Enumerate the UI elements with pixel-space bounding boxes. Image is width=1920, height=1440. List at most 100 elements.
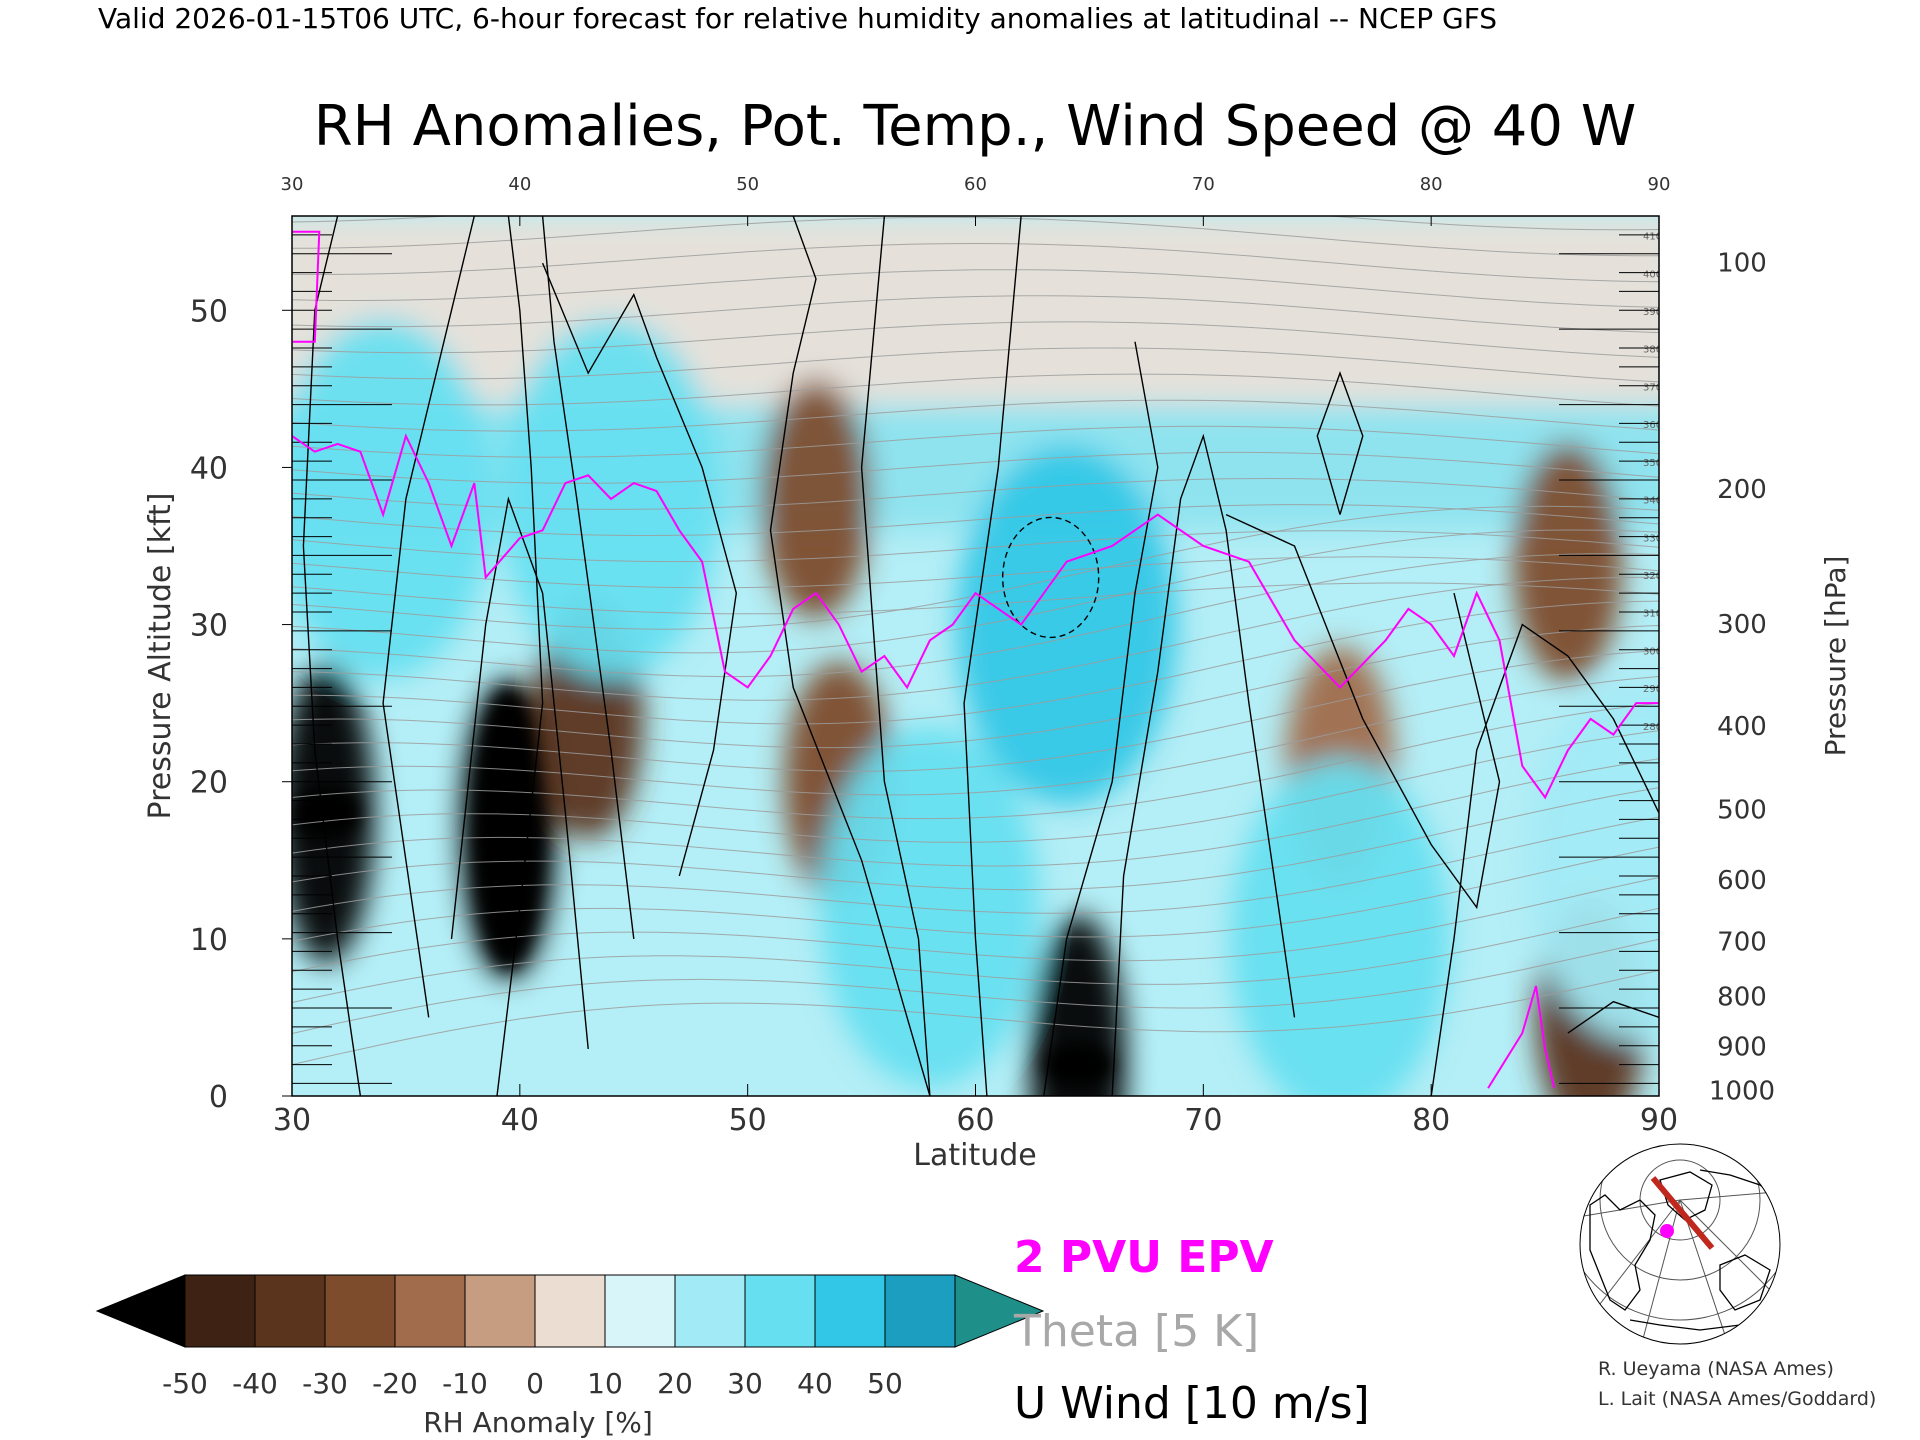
y-axis-left: 0 10 20 30 40 50 [190, 294, 292, 1115]
credit-line-2: L. Lait (NASA Ames/Goddard) [1598, 1388, 1876, 1410]
x-top-tick-label: 50 [736, 174, 759, 195]
x-top-tick-label: 40 [508, 174, 531, 195]
x-top-tick-label: 90 [1648, 174, 1671, 195]
colorbar-swatch [674, 1274, 746, 1348]
theta-line [292, 969, 1659, 1066]
rh-feature-moist [1526, 680, 1659, 1041]
legend-theta: Theta [5 K] [1013, 1306, 1259, 1357]
theta-label: 380 [1643, 345, 1662, 356]
rh-core [474, 688, 543, 969]
x-tick-label: 90 [1640, 1103, 1678, 1138]
pressure-tick-label: 800 [1717, 982, 1767, 1012]
u-wind-line [541, 216, 635, 939]
credit-line-1: R. Ueyama (NASA Ames) [1598, 1358, 1834, 1380]
u-wind-line [382, 216, 475, 1018]
colorbar-swatch [604, 1274, 676, 1348]
u-wind-contours [302, 216, 1659, 1096]
colorbar-tick-label: -10 [442, 1367, 488, 1400]
u-wind-line [1316, 371, 1364, 515]
colorbar-tick-label: -30 [302, 1367, 348, 1400]
colorbar-tick-label: -50 [162, 1367, 208, 1400]
theta-label: 390 [1643, 307, 1662, 318]
x-tick-label: 60 [956, 1103, 994, 1138]
theta-label: 410 [1643, 232, 1662, 243]
x-top-tick-label: 80 [1420, 174, 1443, 195]
theta-line [292, 321, 1659, 358]
theta-line [292, 877, 1659, 973]
pressure-tick-label: 1000 [1709, 1077, 1775, 1107]
theta-line [292, 347, 1659, 383]
theta-line [292, 242, 1659, 283]
y-axis-label: Pressure Altitude [kft] [143, 493, 178, 820]
theta-line [292, 425, 1659, 458]
u-wind-line [302, 216, 362, 1096]
theta-label: 400 [1643, 269, 1662, 280]
rh-core [1044, 1042, 1113, 1087]
map-border [1579, 1143, 1781, 1345]
epv-2pvu-line [292, 433, 1659, 800]
epv-2pvu-right-low [1487, 985, 1556, 1089]
x-tick-label: 80 [1412, 1103, 1450, 1138]
theta-line [292, 451, 1659, 484]
x-axis-top: 30 40 50 60 70 80 90 [281, 174, 1671, 226]
map-coastlines [1580, 1169, 1780, 1331]
colorbar [95, 1274, 1045, 1348]
theta-label: 280 [1643, 722, 1662, 733]
colorbar-swatch [814, 1274, 886, 1348]
u-wind-line [963, 216, 1022, 1096]
rh-feature-moist [292, 318, 494, 679]
theta-line [292, 295, 1659, 334]
theta-line [292, 816, 1659, 914]
theta-label: 340 [1643, 496, 1662, 507]
x-tick-label: 70 [1184, 1103, 1222, 1138]
u-wind-line [1043, 341, 1159, 1096]
pressure-tick-label: 100 [1717, 249, 1767, 279]
x-tick-label: 50 [729, 1103, 767, 1138]
location-marker [1660, 1224, 1674, 1238]
theta-label: 320 [1643, 571, 1662, 582]
theta-line [292, 477, 1659, 510]
u-wind-line [1225, 513, 1501, 910]
colorbar-over-arrow [954, 1274, 1045, 1348]
x-axis-bottom: 30 40 50 60 70 80 90 [273, 1084, 1678, 1138]
theta-label: 370 [1643, 382, 1662, 393]
chart-title: RH Anomalies, Pot. Temp., Wind Speed @ 4… [314, 94, 1636, 159]
theta-line [292, 269, 1659, 308]
colorbar-tick-label: 50 [867, 1367, 903, 1400]
pressure-tick-label: 600 [1717, 866, 1767, 896]
theta-line [292, 730, 1659, 843]
theta-line [292, 650, 1659, 772]
theta-line [292, 787, 1659, 891]
colorbar-swatch [394, 1274, 466, 1348]
theta-label: 290 [1643, 684, 1662, 695]
epv-2pvu-top-left [292, 230, 321, 343]
theta-line [292, 399, 1659, 432]
colorbar-tick-label: -20 [372, 1367, 418, 1400]
theta-line [292, 582, 1659, 615]
rh-anomaly-field: 410 400 390 380 370 360 350 340 330 320 310 300 290 2… [292, 216, 1662, 1096]
pressure-axis-label: Pressure [hPa] [1819, 556, 1852, 757]
theta-line [292, 702, 1659, 820]
u-wind-line [541, 262, 738, 877]
theta-line [292, 373, 1659, 407]
rh-feature-moist [819, 727, 1040, 1088]
colorbar-tick-label: 40 [797, 1367, 833, 1400]
u-wind-line [450, 496, 589, 1049]
colorbar-swatch [534, 1274, 606, 1348]
colorbar-swatch [464, 1274, 536, 1348]
epv-2pvu-contour [292, 230, 1659, 1089]
colorbar-tick-label: 30 [727, 1367, 763, 1400]
inset-map [1579, 1143, 1781, 1345]
colorbar-tick-label: 0 [526, 1367, 544, 1400]
u-wind-line [1430, 623, 1659, 1096]
colorbar-swatch [254, 1274, 326, 1348]
colorbar-swatch [884, 1274, 956, 1348]
rh-feature-moist [956, 444, 1177, 805]
theta-line [292, 625, 1659, 749]
colorbar-tick-label: 20 [657, 1367, 693, 1400]
legend-u-wind: U Wind [10 m/s] [1014, 1378, 1370, 1429]
x-tick-label: 30 [273, 1103, 311, 1138]
legend-epv: 2 PVU EPV [1014, 1232, 1274, 1283]
pressure-tick-label: 900 [1717, 1033, 1767, 1063]
colorbar-swatch [744, 1274, 816, 1348]
